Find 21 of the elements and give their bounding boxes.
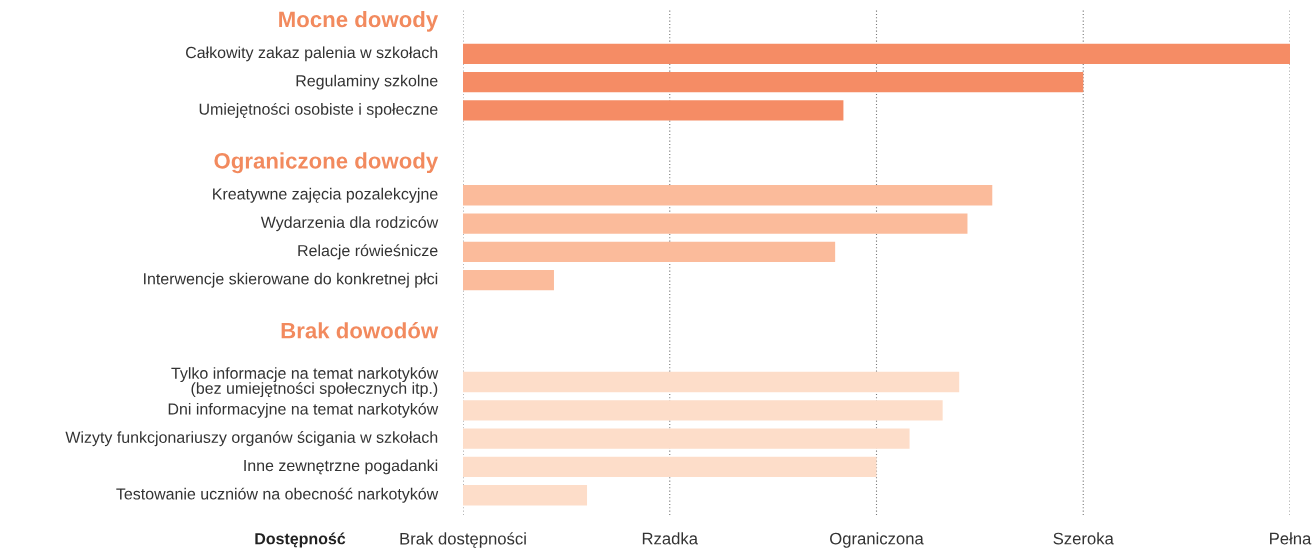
text: Rzadka <box>642 532 699 545</box>
y-tick-label: Całkowity zakaz palenia w szkołach <box>186 46 438 62</box>
y-tick-label: Relacje rówieśnicze <box>298 244 438 260</box>
y-tick-label: Umiejętności osobiste i społeczne <box>199 102 438 118</box>
y-tick-label: Tylko informacje na temat narkotyków (bez umiejętności społecznych itp.) <box>171 366 439 398</box>
y-tick-label: Dni informacyjne na temat narkotyków <box>168 402 439 418</box>
y-tick-label: Interwencje skierowane do konkretnej płci <box>144 272 438 288</box>
y-tick-label: Wizyty funkcjonariuszy organów ścigania w szkołach <box>65 431 438 447</box>
y-tick-label: Mocne dowody <box>279 10 439 32</box>
text: Szeroka <box>1053 532 1114 545</box>
y-tick-label: Ograniczone dowody <box>214 152 439 174</box>
y-tick-label: Brak dowodów <box>281 321 439 339</box>
y-tick-label: Testowanie uczniów na obecność narkotyków <box>116 487 439 503</box>
text: Ograniczona <box>830 532 924 548</box>
y-tick-label: Wydarzenia dla rodziców <box>260 216 439 232</box>
y-tick-label: Inne zewnętrzne pogadanki <box>244 459 438 475</box>
x-axis-title: Dostępność <box>255 532 346 548</box>
text: Pełna <box>1270 532 1312 545</box>
text: Brak dostępności <box>400 532 526 548</box>
y-tick-label: Regulaminy szkolne <box>296 74 438 90</box>
y-tick-label: Kreatywne zajęcia pozalekcyjne <box>213 187 438 203</box>
